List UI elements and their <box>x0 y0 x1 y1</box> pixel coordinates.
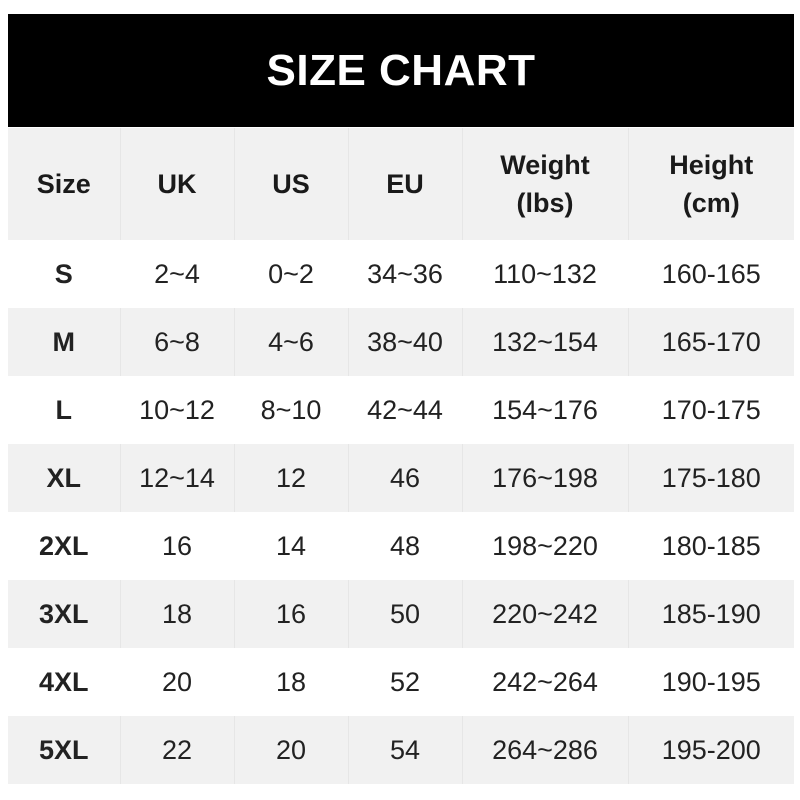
cell-weight: 132~154 <box>461 308 628 376</box>
cell-uk: 12~14 <box>119 444 234 512</box>
cell-eu: 46 <box>347 444 462 512</box>
cell-uk: 6~8 <box>119 308 234 376</box>
cell-uk: 20 <box>119 648 234 716</box>
table-row: 2XL 16 14 48 198~220 180-185 <box>8 512 794 580</box>
page-title: SIZE CHART <box>266 45 536 95</box>
column-header-line: (lbs) <box>516 188 574 218</box>
cell-height: 180-185 <box>627 512 794 580</box>
cell-height: 175-180 <box>627 444 794 512</box>
column-header-line: (cm) <box>682 188 740 218</box>
cell-us: 0~2 <box>233 240 348 308</box>
cell-height: 185-190 <box>627 580 794 648</box>
cell-uk: 16 <box>119 512 234 580</box>
cell-weight: 220~242 <box>461 580 628 648</box>
size-chart-table: Size UK US EU Weight (lbs) Height (cm) S 2~4 0~2 3… <box>8 128 794 784</box>
table-row: M 6~8 4~6 38~40 132~154 165-170 <box>8 308 794 376</box>
cell-size: S <box>54 258 73 289</box>
column-header-line: UK <box>157 169 197 199</box>
cell-size: 5XL <box>38 734 89 765</box>
column-header-line: Weight <box>500 150 590 180</box>
cell-weight: 176~198 <box>461 444 628 512</box>
cell-us: 14 <box>233 512 348 580</box>
cell-size: M <box>52 326 76 357</box>
cell-size: 2XL <box>38 530 89 561</box>
cell-uk: 22 <box>119 716 234 784</box>
table-row: L 10~12 8~10 42~44 154~176 170-175 <box>8 376 794 444</box>
cell-size: L <box>55 394 73 425</box>
cell-size: XL <box>46 462 81 493</box>
cell-size: 3XL <box>38 598 89 629</box>
table-row: 4XL 20 18 52 242~264 190-195 <box>8 648 794 716</box>
table-row: 5XL 22 20 54 264~286 195-200 <box>8 716 794 784</box>
cell-uk: 18 <box>119 580 234 648</box>
cell-height: 165-170 <box>627 308 794 376</box>
cell-eu: 48 <box>347 512 462 580</box>
cell-eu: 34~36 <box>347 240 462 308</box>
cell-uk: 10~12 <box>119 376 234 444</box>
cell-eu: 54 <box>347 716 462 784</box>
cell-weight: 198~220 <box>461 512 628 580</box>
cell-us: 16 <box>233 580 348 648</box>
cell-height: 160-165 <box>627 240 794 308</box>
cell-us: 4~6 <box>233 308 348 376</box>
cell-weight: 242~264 <box>461 648 628 716</box>
cell-size: 4XL <box>38 666 89 697</box>
header-row: Size UK US EU Weight (lbs) Height (cm) <box>8 128 794 240</box>
column-header-line: EU <box>386 169 424 199</box>
cell-height: 195-200 <box>627 716 794 784</box>
column-header-size: Size <box>8 128 120 240</box>
table-row: XL 12~14 12 46 176~198 175-180 <box>8 444 794 512</box>
table-row: 3XL 18 16 50 220~242 185-190 <box>8 580 794 648</box>
cell-uk: 2~4 <box>119 240 234 308</box>
cell-height: 170-175 <box>627 376 794 444</box>
column-header-us: US <box>233 128 348 240</box>
table-row: S 2~4 0~2 34~36 110~132 160-165 <box>8 240 794 308</box>
cell-us: 18 <box>233 648 348 716</box>
cell-eu: 52 <box>347 648 462 716</box>
cell-us: 20 <box>233 716 348 784</box>
column-header-uk: UK <box>119 128 234 240</box>
cell-us: 8~10 <box>233 376 348 444</box>
cell-weight: 154~176 <box>461 376 628 444</box>
table-body: S 2~4 0~2 34~36 110~132 160-165 M 6~8 4~6 38~40 13… <box>8 240 794 784</box>
cell-weight: 264~286 <box>461 716 628 784</box>
cell-eu: 38~40 <box>347 308 462 376</box>
column-header-line: Height <box>669 150 754 180</box>
column-header-weight: Weight (lbs) <box>461 128 628 240</box>
cell-weight: 110~132 <box>461 240 628 308</box>
cell-height: 190-195 <box>627 648 794 716</box>
column-header-eu: EU <box>347 128 462 240</box>
column-header-line: US <box>272 169 310 199</box>
cell-us: 12 <box>233 444 348 512</box>
column-header-line: Size <box>36 169 91 199</box>
title-banner: SIZE CHART <box>8 14 794 127</box>
column-header-height: Height (cm) <box>627 128 794 240</box>
cell-eu: 50 <box>347 580 462 648</box>
cell-eu: 42~44 <box>347 376 462 444</box>
